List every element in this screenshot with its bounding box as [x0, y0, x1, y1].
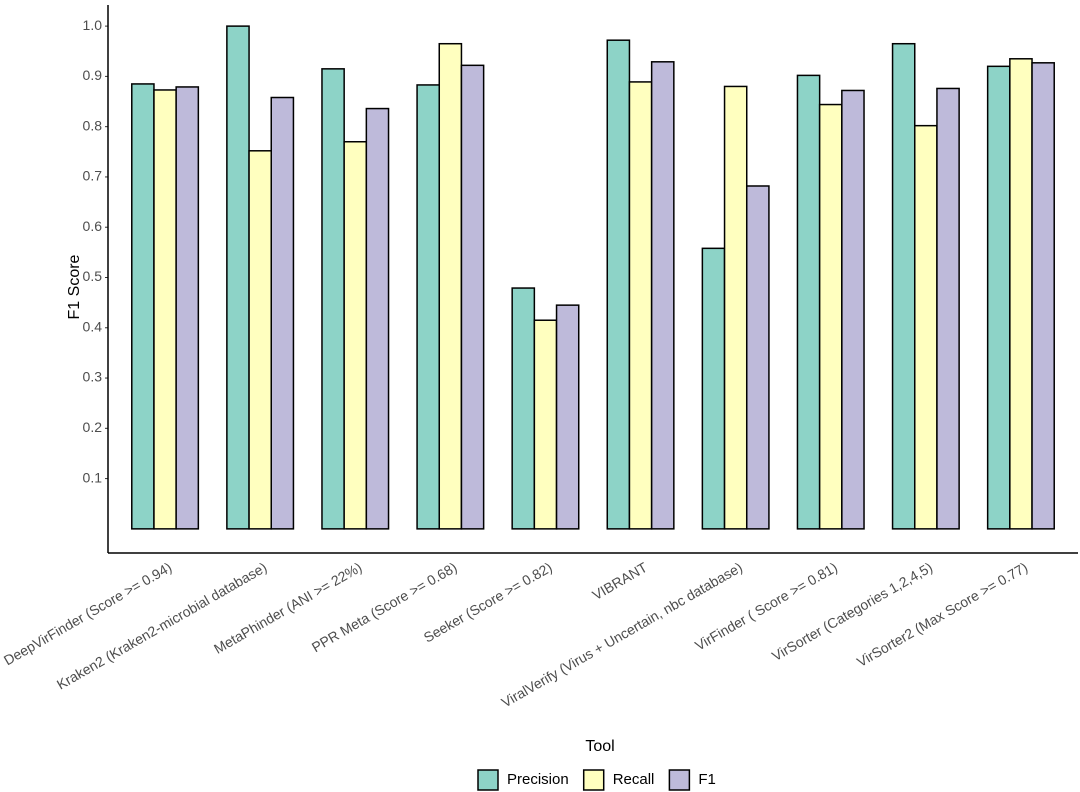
bar	[153, 89, 177, 530]
bar	[745, 185, 770, 530]
bar	[555, 304, 580, 530]
legend-key	[477, 769, 499, 791]
bar	[986, 65, 1011, 530]
x-tick-label: DeepVirFinder (Score >= 0.94)	[1, 559, 175, 668]
y-tick-label: 0.9	[83, 67, 103, 83]
legend-key	[668, 769, 691, 791]
legend-label: Recall	[613, 771, 655, 788]
x-tick-label: VIBRANT	[589, 559, 650, 603]
y-tick-label: 0.1	[83, 469, 103, 485]
legend-label: F1	[698, 771, 716, 788]
bar	[438, 42, 463, 530]
legend-label: Precision	[507, 771, 569, 788]
bar	[511, 287, 536, 530]
bar	[460, 64, 485, 530]
bar	[343, 140, 368, 530]
bar	[1009, 58, 1033, 530]
bar	[365, 107, 390, 530]
y-tick-label: 0.6	[83, 218, 103, 234]
y-tick-label: 0.4	[83, 318, 103, 334]
y-tick-label: 0.8	[83, 117, 103, 133]
bar	[796, 74, 821, 530]
y-tick-label: 0.5	[83, 268, 103, 284]
x-tick-label: MetaPhinder (ANI >= 22%)	[211, 559, 365, 657]
bar	[913, 124, 938, 530]
y-tick-label: 0.7	[83, 168, 103, 184]
bar	[818, 103, 843, 530]
x-tick-label: VirSorter (Categories 1,2,4,5)	[769, 559, 935, 664]
y-tick-label: 1.0	[83, 17, 103, 33]
y-tick-label: 0.2	[83, 419, 103, 435]
bar	[416, 84, 441, 530]
bar	[841, 89, 865, 530]
bar	[723, 85, 748, 530]
y-tick-label: 0.3	[83, 369, 103, 385]
bar	[270, 96, 295, 530]
bar	[891, 42, 916, 530]
bar	[248, 150, 273, 530]
bar	[321, 68, 345, 530]
x-tick-label: VirSorter2 (Max Score >= 0.77)	[854, 559, 1030, 670]
bar	[131, 83, 155, 530]
x-axis-title: Tool	[585, 738, 614, 755]
bar	[701, 247, 726, 530]
legend-key	[582, 769, 605, 791]
bar	[226, 25, 250, 530]
bar	[628, 81, 653, 530]
y-axis-title: F1 Score	[66, 254, 83, 319]
bar	[606, 39, 631, 530]
bar	[175, 86, 200, 530]
bar	[1031, 62, 1055, 530]
bar	[650, 61, 675, 530]
bar	[533, 319, 558, 530]
bar	[936, 87, 960, 530]
